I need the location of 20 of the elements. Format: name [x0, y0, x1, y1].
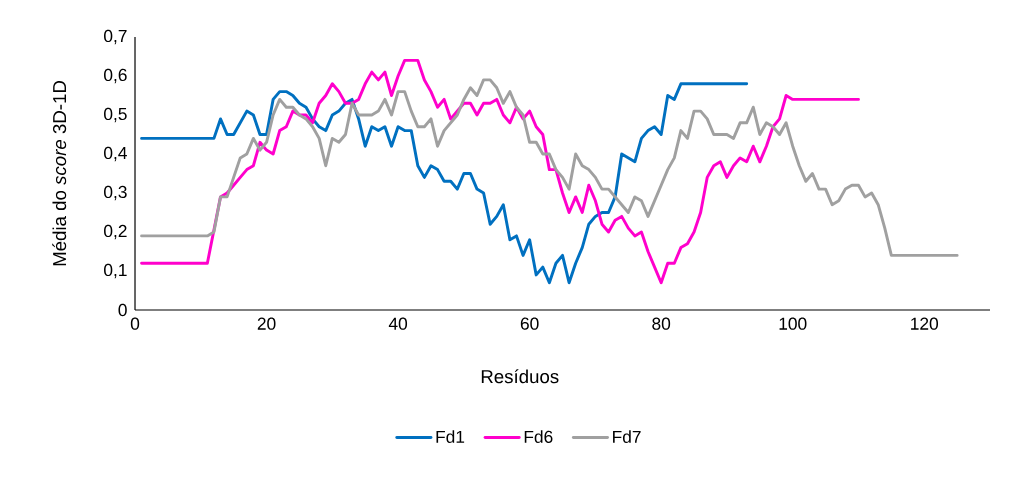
- x-tick-label: 0: [130, 317, 140, 330]
- x-tick-label: 80: [652, 317, 671, 330]
- y-tick-label: 0,7: [104, 29, 127, 45]
- y-axis-title: Média do score 3D-1D: [52, 81, 67, 266]
- x-tick-label: 120: [911, 317, 939, 330]
- y-tick-label: 0,3: [104, 185, 127, 201]
- x-tick-label: 60: [520, 317, 539, 330]
- y-tick-label: 0,4: [104, 146, 127, 162]
- y-tick-label: 0,1: [104, 263, 127, 279]
- x-tick-label: 100: [779, 317, 807, 330]
- legend-label: Fd6: [524, 430, 553, 443]
- legend-label: Fd7: [613, 430, 641, 443]
- x-axis-title: Resíduos: [481, 369, 559, 384]
- legend-label: Fd1: [436, 430, 465, 443]
- x-tick-label: 40: [388, 317, 408, 330]
- x-tick-label: 20: [257, 317, 276, 330]
- y-tick-label: 0: [118, 303, 127, 317]
- y-tick-label: 0,5: [104, 107, 127, 123]
- y-tick-label: 0,6: [104, 68, 127, 84]
- y-tick-label: 0,2: [104, 224, 127, 240]
